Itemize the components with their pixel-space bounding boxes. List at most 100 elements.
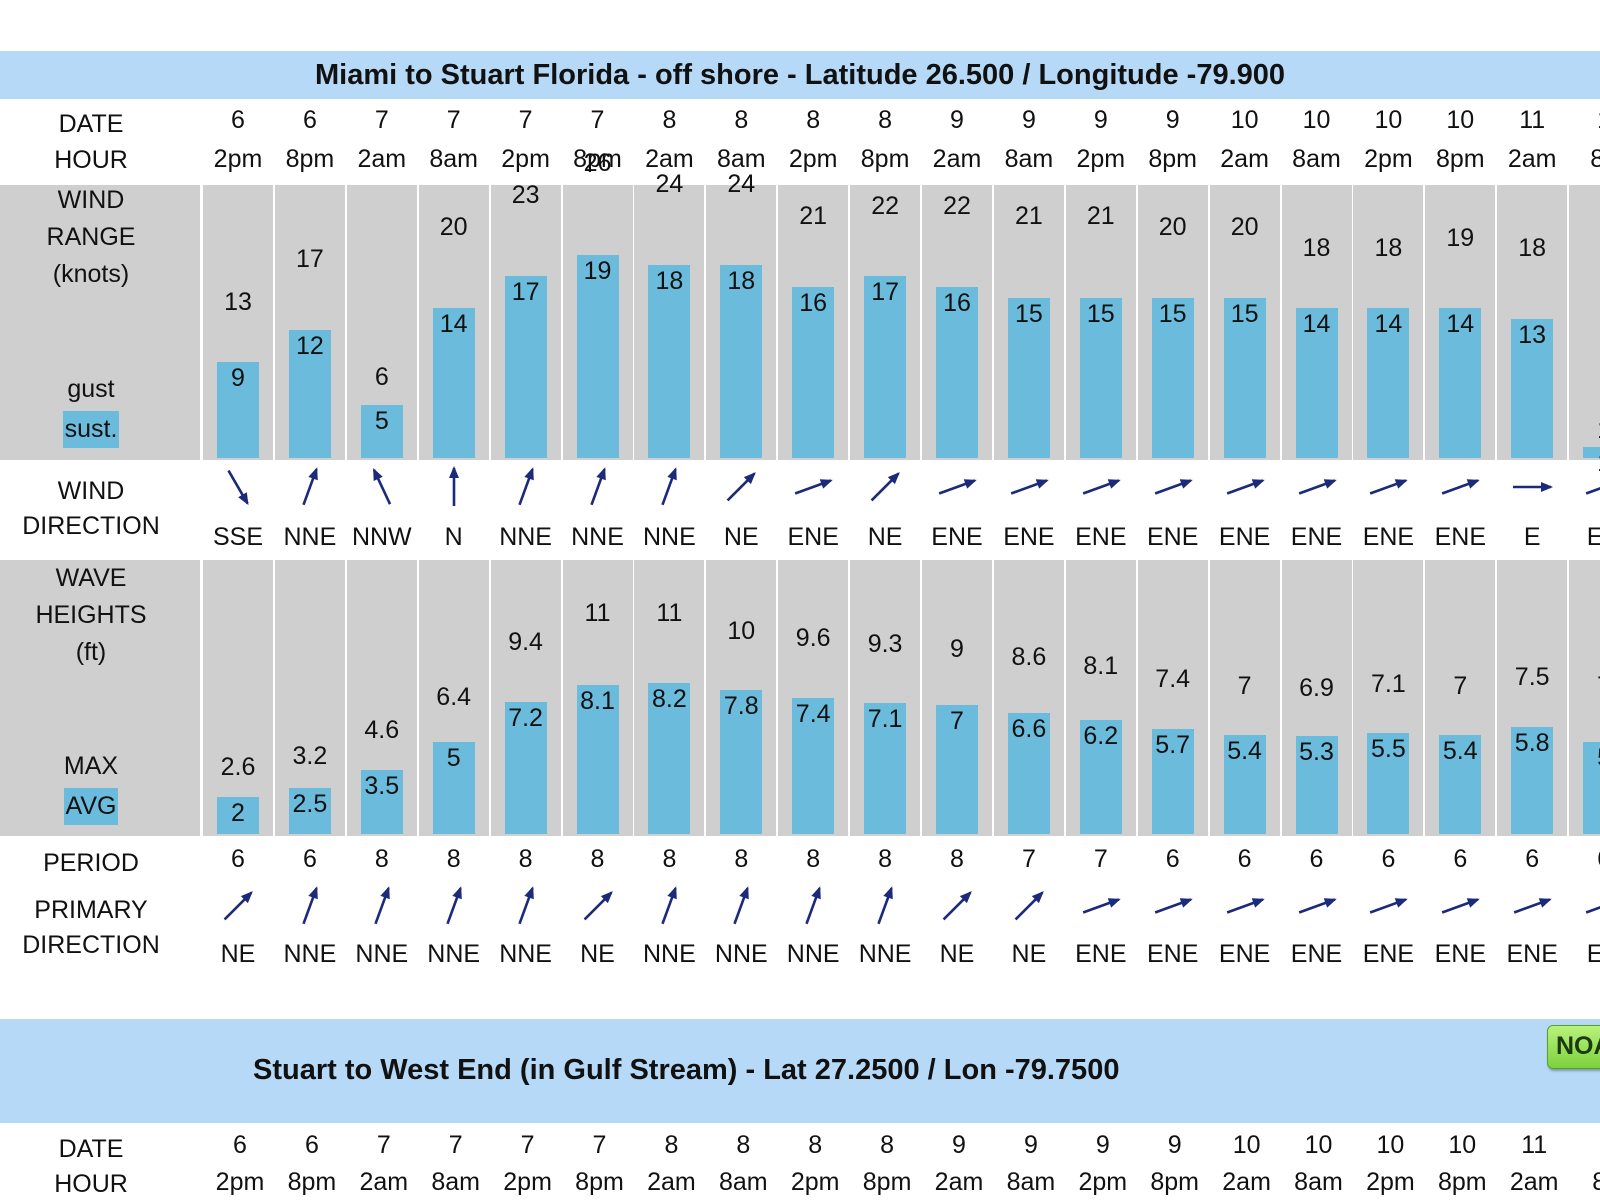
hour-cell: 2pm xyxy=(1078,1168,1128,1196)
wind-direction-text: ENE xyxy=(1218,523,1271,551)
date-cell: 10 xyxy=(1446,106,1475,134)
primary-direction-arrow-icon xyxy=(223,891,253,921)
primary-direction-text: NE xyxy=(220,940,256,968)
hour-cell: 2am xyxy=(357,145,407,173)
hour-cell: 8a xyxy=(1592,1168,1600,1196)
primary-direction-arrow-icon xyxy=(1154,898,1193,914)
wave-average-bar xyxy=(720,690,763,834)
wind-direction-text: NE xyxy=(867,523,903,551)
wave-max-value: 10 xyxy=(727,617,756,645)
wave-average-value: 6.6 xyxy=(1011,714,1047,743)
primary-direction-text: NNE xyxy=(642,940,696,968)
wave-average-bar xyxy=(576,684,619,834)
primary-direction-text: ENE xyxy=(1075,940,1127,968)
primary-direction-arrow-icon xyxy=(374,886,390,925)
wind-direction-text: NNW xyxy=(351,523,412,551)
primary-direction-arrow-icon xyxy=(1082,898,1121,914)
period-value: 6 xyxy=(1525,845,1540,873)
date-label: DATE xyxy=(58,110,124,138)
date-cell: 8 xyxy=(662,106,677,134)
wind-sustained-bar xyxy=(936,286,978,458)
primary-direction-text: NNE xyxy=(283,940,337,968)
avg-label: AVG xyxy=(0,788,182,825)
wave-max-value: 7 xyxy=(1453,672,1468,701)
wind-gust-value: 17 xyxy=(295,245,324,274)
primary-direction-arrow-icon xyxy=(661,886,678,925)
period-value: 8 xyxy=(662,845,677,873)
noaa-button[interactable]: NOA xyxy=(1547,1025,1600,1069)
primary-direction-arrow-icon xyxy=(445,886,462,925)
primary-direction-arrow-icon xyxy=(805,886,821,925)
wind-direction-text: SSE xyxy=(212,523,264,551)
wind-gust-value: 19 xyxy=(1446,223,1475,252)
wind-sustained-bar xyxy=(1511,318,1554,458)
date-cell: 9 xyxy=(950,106,964,134)
wind-direction-text: ENE xyxy=(1003,523,1055,551)
primary-direction-text: NNE xyxy=(355,940,409,968)
period-value: 8 xyxy=(734,845,749,873)
wind-sustained-bar xyxy=(1007,297,1050,458)
wind-sustained-value: 9 xyxy=(231,363,245,392)
hour-cell: 2pm xyxy=(1076,145,1126,173)
wind-gust-value: 24 xyxy=(655,170,684,199)
wind-sustained-bar xyxy=(1151,297,1194,458)
wind-direction-text: NNE xyxy=(283,523,337,551)
wave-max-value: 11 xyxy=(584,598,611,627)
wave-average-value: 2.5 xyxy=(292,790,328,818)
date-cell: 10 xyxy=(1448,1131,1477,1159)
wave-average-value: 5.4 xyxy=(1227,736,1262,765)
date-cell: 9 xyxy=(1023,1131,1038,1159)
hour-cell: 2am xyxy=(1222,1168,1271,1196)
wave-average-bar xyxy=(1007,712,1050,834)
section1-title: Miami to Stuart Florida - off shore - La… xyxy=(0,51,1600,99)
date-cell: 8 xyxy=(734,106,749,134)
primary-direction-text: ENE xyxy=(1362,940,1415,968)
hour-cell: 8am xyxy=(718,1168,768,1196)
date-cell: 9 xyxy=(952,1131,966,1159)
primary-direction-text: NE xyxy=(939,940,975,968)
date-cell: 7 xyxy=(592,1131,607,1159)
hour-cell: 2am xyxy=(1509,1168,1559,1196)
wave-max-value: 7.1 xyxy=(1371,670,1406,699)
wind-sustained-bar xyxy=(1583,447,1600,458)
hour-cell: 2pm xyxy=(1364,145,1413,173)
wind-sustained-value: 1 xyxy=(1569,449,1600,478)
wind-sustained-bar xyxy=(504,276,547,458)
heights-label: HEIGHTS xyxy=(35,601,147,629)
wind-sustained-bar xyxy=(1439,308,1482,458)
wave-max-value: 7 xyxy=(1569,672,1600,701)
date-cell: 1 xyxy=(1571,1131,1600,1160)
section1-title-text: Miami to Stuart Florida - off shore - La… xyxy=(314,58,1286,91)
wave-average-value: 7.1 xyxy=(867,705,903,734)
wind-direction-text: NNE xyxy=(571,523,624,551)
primary-direction-label-1: PRIMARY xyxy=(34,896,148,924)
primary-direction-arrow-icon xyxy=(1441,898,1481,914)
wave-max-value: 4.6 xyxy=(364,716,400,745)
wind-sustained-bar xyxy=(1295,308,1338,458)
wind-direction-text: NNE xyxy=(499,523,552,551)
hour-cell: 8a xyxy=(1590,145,1600,173)
hour-label: HOUR xyxy=(54,146,128,174)
date-cell: 10 xyxy=(1232,1131,1261,1159)
wave-max-value: 6.9 xyxy=(1299,674,1334,703)
wave-label: WAVE xyxy=(55,564,127,592)
hour-cell: 8am xyxy=(1006,1168,1056,1196)
date-cell: 9 xyxy=(1167,1131,1182,1159)
wind-direction-arrow-icon xyxy=(1585,479,1600,495)
date-cell: 7 xyxy=(376,1131,391,1159)
wind-direction-label-2: DIRECTION xyxy=(22,512,160,540)
date-cell: 6 xyxy=(231,106,245,134)
primary-direction-arrow-icon xyxy=(1226,898,1265,914)
wind-sustained-bar xyxy=(1079,297,1122,458)
primary-direction-arrow-icon xyxy=(1513,898,1552,914)
wind-sustained-value: 16 xyxy=(943,288,971,317)
wind-sustained-value: 16 xyxy=(799,288,828,317)
primary-direction-arrow-icon xyxy=(302,886,318,925)
hour-cell: 8am xyxy=(1294,1168,1343,1196)
primary-direction-text: NNE xyxy=(427,940,481,968)
wind-direction-arrow-icon xyxy=(661,467,678,506)
hour-cell: 8am xyxy=(1004,145,1054,173)
wind-sustained-bar xyxy=(288,329,331,458)
period-value: 8 xyxy=(878,845,893,873)
wave-average-bar xyxy=(1439,734,1482,834)
